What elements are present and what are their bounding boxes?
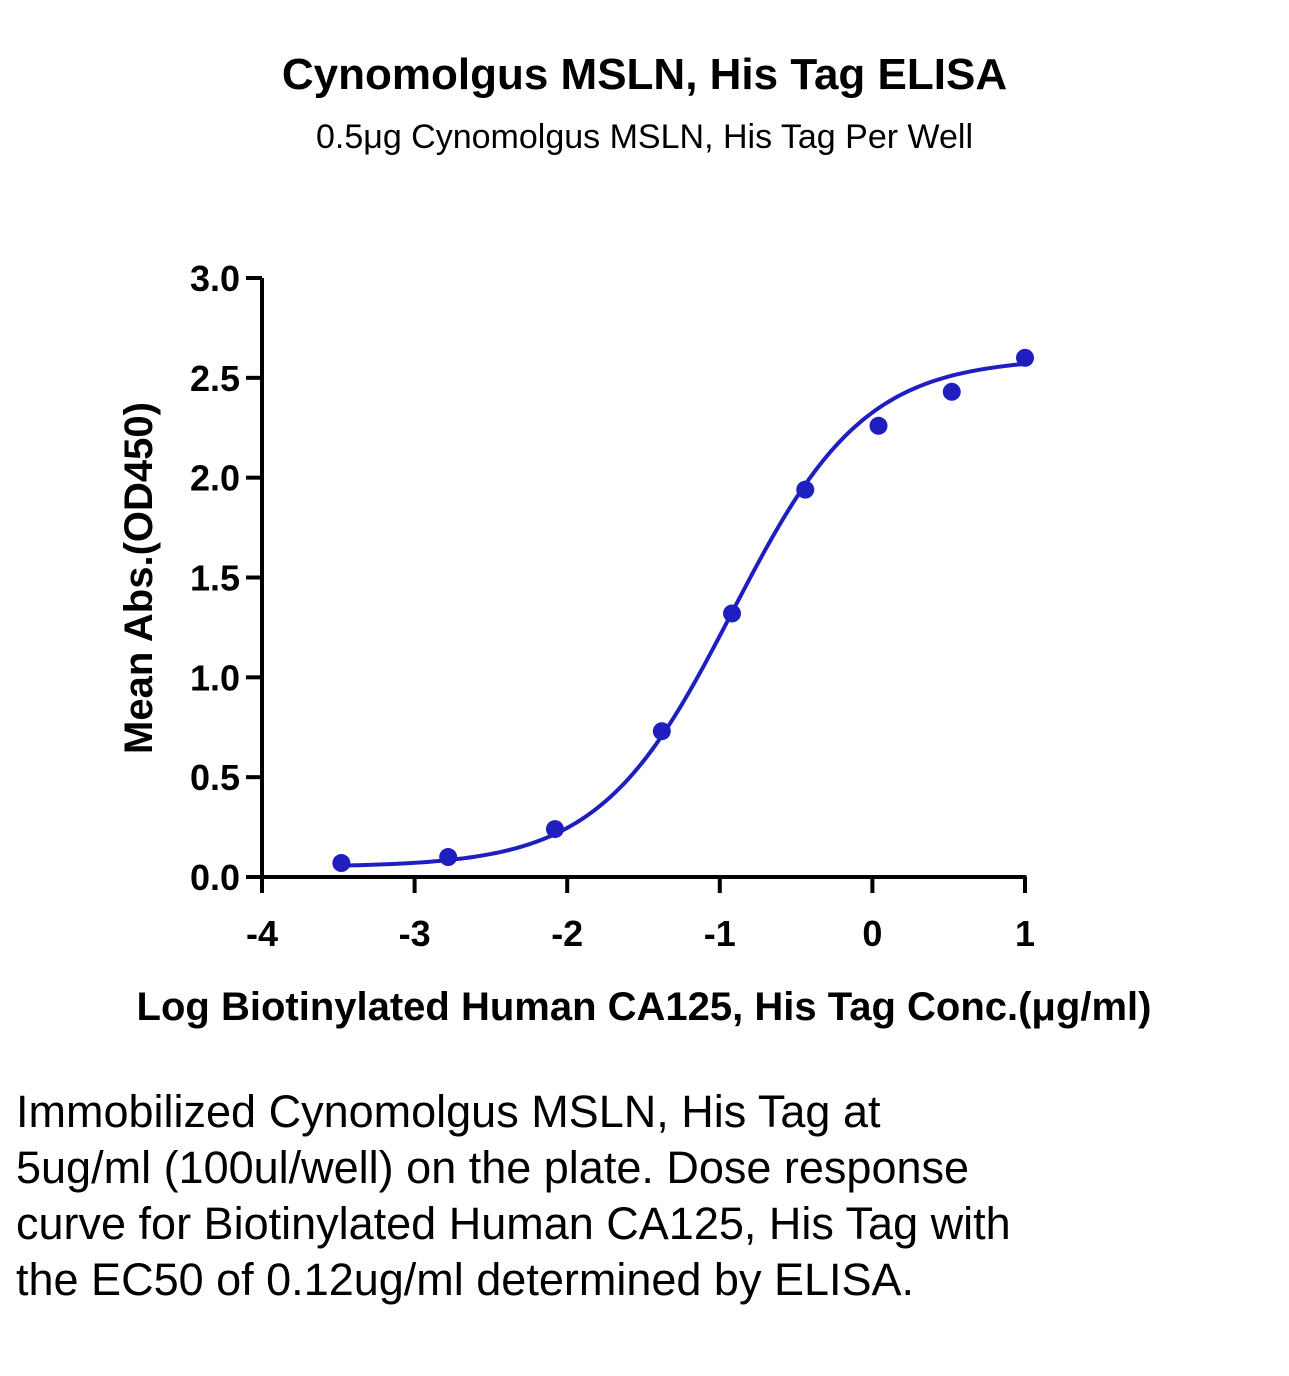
y-tick-label: 3.0 [190,258,240,299]
y-tick-label: 1.0 [190,657,240,698]
x-axis-label: Log Biotinylated Human CA125, His Tag Co… [137,985,1152,1029]
data-point [545,820,564,839]
chart-subtitle: 0.5μg Cynomolgus MSLN, His Tag Per Well [315,118,974,156]
y-tick-label: 0.0 [190,857,240,898]
axes: 0.0 0.5 1.0 1.5 2.0 2.5 3.0 -4 -3 -2 -1 0 1 [190,258,1035,954]
y-tick-label: 0.5 [190,757,240,798]
chart: 0.0 0.5 1.0 1.5 2.0 2.5 3.0 -4 -3 -2 -1 0 1 Log Biot… [117,258,1152,1029]
data-point [723,604,742,623]
y-tick-label: 1.5 [190,558,240,599]
figure-caption: Immobilized Cynomolgus MSLN, His Tag at … [16,1086,1011,1305]
fit-curve-layer [341,361,1026,868]
x-tick-label: -4 [246,913,278,954]
data-point [942,382,961,401]
y-tick-label: 2.5 [190,358,240,399]
x-tick-label: -2 [551,913,583,954]
data-point [1016,348,1034,367]
y-axis-label: Mean Abs.(OD450) [117,402,161,754]
chart-title: Cynomolgus MSLN, His Tag ELISA [281,50,1008,99]
x-tick-label: -3 [399,913,431,954]
fit-curve [341,361,1026,868]
x-tick-label: 0 [862,913,882,954]
data-point [796,480,815,499]
y-tick-label: 2.0 [190,458,240,499]
x-tick-label: -1 [704,913,736,954]
data-point [869,416,888,435]
x-tick-label: 1 [1015,913,1035,954]
data-point [439,848,458,867]
data-point [652,722,671,741]
data-point [332,854,351,873]
data-points-layer [332,348,1034,873]
